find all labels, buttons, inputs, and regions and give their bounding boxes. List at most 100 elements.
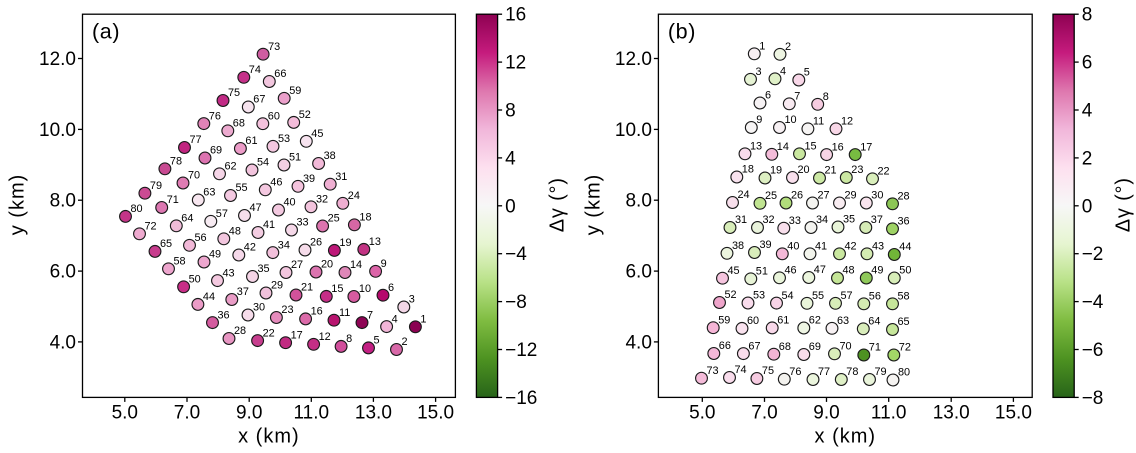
svg-text:4.0: 4.0: [625, 332, 651, 353]
svg-text:11.0: 11.0: [294, 403, 330, 424]
svg-text:7: 7: [367, 309, 373, 321]
svg-text:46: 46: [270, 177, 282, 189]
svg-text:−2: −2: [1082, 244, 1104, 265]
svg-text:70: 70: [840, 341, 852, 353]
svg-text:12: 12: [505, 53, 526, 74]
svg-text:51: 51: [289, 152, 301, 164]
svg-text:13: 13: [369, 236, 381, 248]
svg-text:44: 44: [203, 291, 215, 303]
svg-text:−4: −4: [1082, 292, 1104, 313]
svg-text:42: 42: [244, 242, 256, 254]
svg-text:68: 68: [233, 118, 245, 130]
svg-text:8.0: 8.0: [50, 191, 76, 212]
svg-text:33: 33: [789, 215, 801, 227]
svg-text:4: 4: [1082, 101, 1093, 122]
svg-text:8.0: 8.0: [625, 191, 651, 212]
svg-text:6: 6: [1082, 53, 1093, 74]
svg-text:35: 35: [258, 263, 270, 275]
svg-text:31: 31: [735, 214, 747, 226]
svg-text:8: 8: [823, 91, 829, 103]
svg-text:73: 73: [707, 365, 719, 377]
svg-text:5.0: 5.0: [112, 403, 138, 424]
svg-text:43: 43: [223, 267, 235, 279]
svg-text:33: 33: [297, 217, 309, 229]
svg-text:14: 14: [350, 259, 362, 271]
svg-text:27: 27: [818, 190, 830, 202]
svg-text:−4: −4: [505, 244, 527, 265]
svg-text:52: 52: [725, 289, 737, 301]
svg-text:25: 25: [328, 213, 340, 225]
svg-text:7.0: 7.0: [751, 403, 777, 424]
svg-text:78: 78: [170, 156, 182, 168]
svg-text:10.0: 10.0: [39, 120, 76, 141]
svg-text:11.0: 11.0: [871, 403, 907, 424]
svg-text:69: 69: [210, 145, 222, 157]
svg-text:47: 47: [814, 264, 826, 276]
svg-text:6: 6: [388, 282, 394, 294]
svg-text:50: 50: [189, 274, 201, 286]
svg-text:54: 54: [257, 157, 269, 169]
svg-text:18: 18: [359, 212, 371, 224]
svg-text:38: 38: [324, 150, 336, 162]
svg-text:45: 45: [728, 265, 740, 277]
svg-text:57: 57: [216, 208, 228, 220]
svg-text:35: 35: [843, 214, 855, 226]
svg-text:11: 11: [339, 307, 350, 319]
svg-text:y (km): y (km): [582, 174, 604, 236]
svg-text:40: 40: [787, 241, 799, 253]
svg-text:14: 14: [777, 141, 789, 153]
svg-text:58: 58: [898, 291, 910, 303]
svg-text:61: 61: [245, 135, 257, 147]
svg-text:37: 37: [237, 286, 249, 298]
svg-text:4: 4: [780, 66, 786, 78]
svg-text:39: 39: [303, 173, 315, 185]
svg-text:9.0: 9.0: [236, 403, 262, 424]
svg-text:31: 31: [335, 171, 347, 183]
svg-text:79: 79: [150, 180, 162, 192]
svg-text:49: 49: [209, 249, 221, 261]
svg-text:56: 56: [195, 232, 207, 244]
svg-text:28: 28: [234, 325, 246, 337]
svg-text:76: 76: [209, 110, 221, 122]
svg-text:3: 3: [756, 66, 762, 78]
svg-text:15: 15: [805, 141, 817, 153]
svg-text:0: 0: [505, 196, 516, 217]
svg-text:75: 75: [228, 87, 240, 99]
svg-text:9: 9: [756, 114, 762, 126]
svg-text:19: 19: [770, 165, 782, 177]
svg-text:44: 44: [899, 241, 911, 253]
svg-text:80: 80: [131, 203, 143, 215]
svg-text:10: 10: [359, 283, 371, 295]
svg-text:71: 71: [167, 194, 179, 206]
svg-text:−6: −6: [1082, 340, 1104, 361]
svg-text:45: 45: [311, 128, 323, 140]
svg-text:16: 16: [832, 141, 844, 153]
svg-text:48: 48: [843, 265, 855, 277]
svg-text:15.0: 15.0: [995, 403, 1032, 424]
svg-text:12.0: 12.0: [39, 49, 76, 70]
svg-text:62: 62: [225, 161, 237, 173]
svg-text:66: 66: [719, 340, 731, 352]
svg-text:68: 68: [779, 341, 791, 353]
svg-text:4: 4: [505, 148, 516, 169]
svg-text:36: 36: [218, 309, 230, 321]
svg-text:30: 30: [253, 302, 265, 314]
svg-text:64: 64: [181, 213, 193, 225]
svg-text:30: 30: [871, 190, 883, 202]
svg-text:12: 12: [841, 116, 853, 128]
svg-text:x (km): x (km): [238, 426, 300, 448]
svg-text:74: 74: [249, 64, 261, 76]
svg-text:26: 26: [310, 237, 322, 249]
svg-text:10: 10: [785, 114, 797, 126]
svg-text:62: 62: [809, 315, 821, 327]
svg-text:19: 19: [339, 237, 351, 249]
svg-text:59: 59: [718, 314, 730, 326]
svg-text:63: 63: [203, 187, 215, 199]
svg-text:−12: −12: [505, 340, 537, 361]
svg-text:65: 65: [898, 316, 910, 328]
svg-text:43: 43: [872, 241, 884, 253]
svg-text:46: 46: [785, 265, 797, 277]
svg-text:54: 54: [782, 290, 794, 302]
svg-text:6: 6: [765, 90, 771, 102]
svg-text:24: 24: [738, 189, 750, 201]
